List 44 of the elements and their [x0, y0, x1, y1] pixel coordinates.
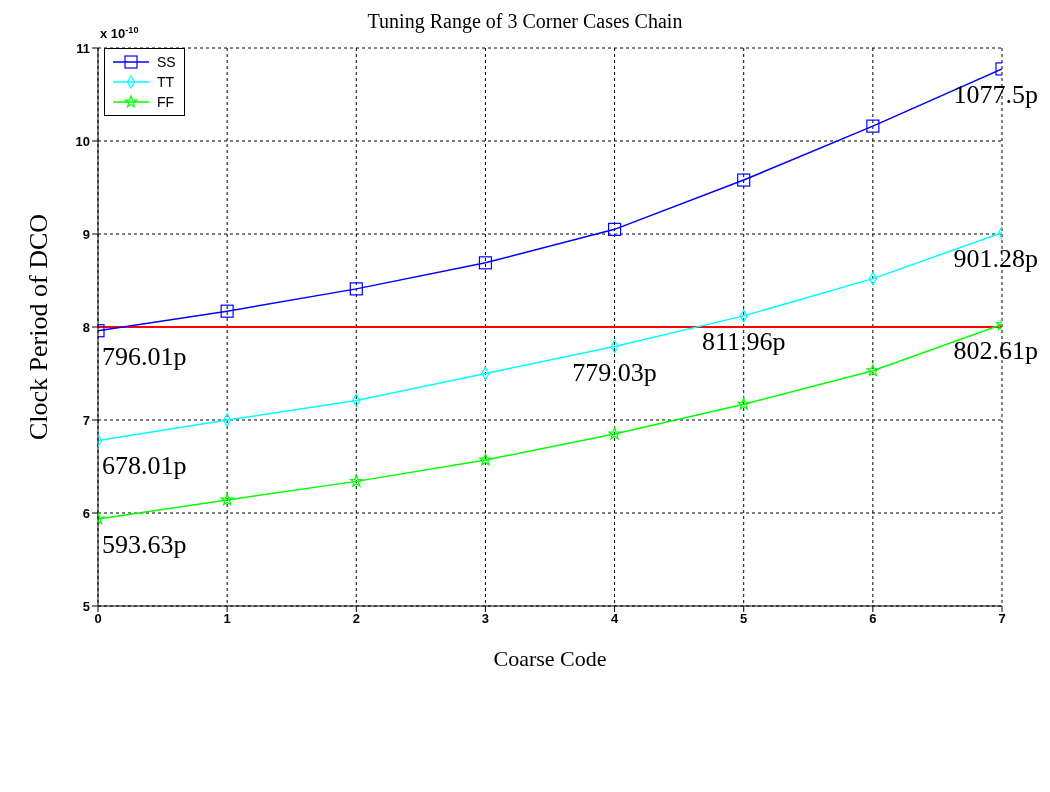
point	[222, 413, 232, 427]
annotation: 678.01p	[102, 451, 187, 481]
point	[220, 493, 234, 506]
text: x 10$^{-10}$	[100, 25, 139, 41]
point	[479, 453, 492, 466]
annotation: 802.61p	[953, 335, 1038, 365]
y-tick-label: 5	[82, 598, 90, 614]
x-axis-title: Coarse Code	[493, 646, 607, 671]
y-tick-label: 8	[82, 319, 90, 335]
point	[737, 397, 751, 410]
y-tick-label: 10	[75, 133, 90, 149]
legend-label: FF	[157, 94, 175, 110]
x-tick-label: 7	[998, 611, 1006, 627]
point	[868, 272, 878, 286]
x-tick-label: 3	[481, 611, 490, 627]
chart-title: Tuning Range of 3 Corner Cases Chain	[367, 10, 683, 32]
point	[220, 304, 234, 318]
point	[866, 364, 880, 377]
point	[478, 256, 493, 270]
point	[349, 282, 363, 296]
point	[608, 427, 621, 440]
legend-label: SS	[157, 54, 176, 70]
annotation: 811.96p	[701, 326, 786, 356]
annotation: 901.28p	[953, 243, 1038, 273]
y-tick-label: 9	[82, 226, 90, 242]
legend-label: TT	[157, 74, 175, 90]
annotation: 1077.5p	[953, 79, 1038, 109]
x-tick-label: 0	[94, 611, 102, 627]
annotation: 593.63p	[102, 529, 187, 559]
x-tick-label: 6	[869, 611, 877, 627]
x-tick-label: 4	[610, 611, 619, 627]
point	[737, 173, 751, 187]
y-tick-label: 6	[82, 505, 90, 521]
x-tick-label: 1	[223, 611, 231, 627]
point	[607, 222, 622, 236]
y-tick-label: 11	[76, 40, 90, 56]
point	[349, 474, 363, 487]
point	[866, 119, 880, 133]
x-tick-label: 5	[740, 611, 748, 627]
x-tick-label: 2	[352, 611, 360, 627]
annotation: 796.01p	[102, 341, 187, 371]
y-axis-title: Clock Period of DCO	[24, 213, 54, 441]
y-tick-label: 7	[82, 412, 90, 428]
annotation: 779.03p	[572, 357, 657, 387]
